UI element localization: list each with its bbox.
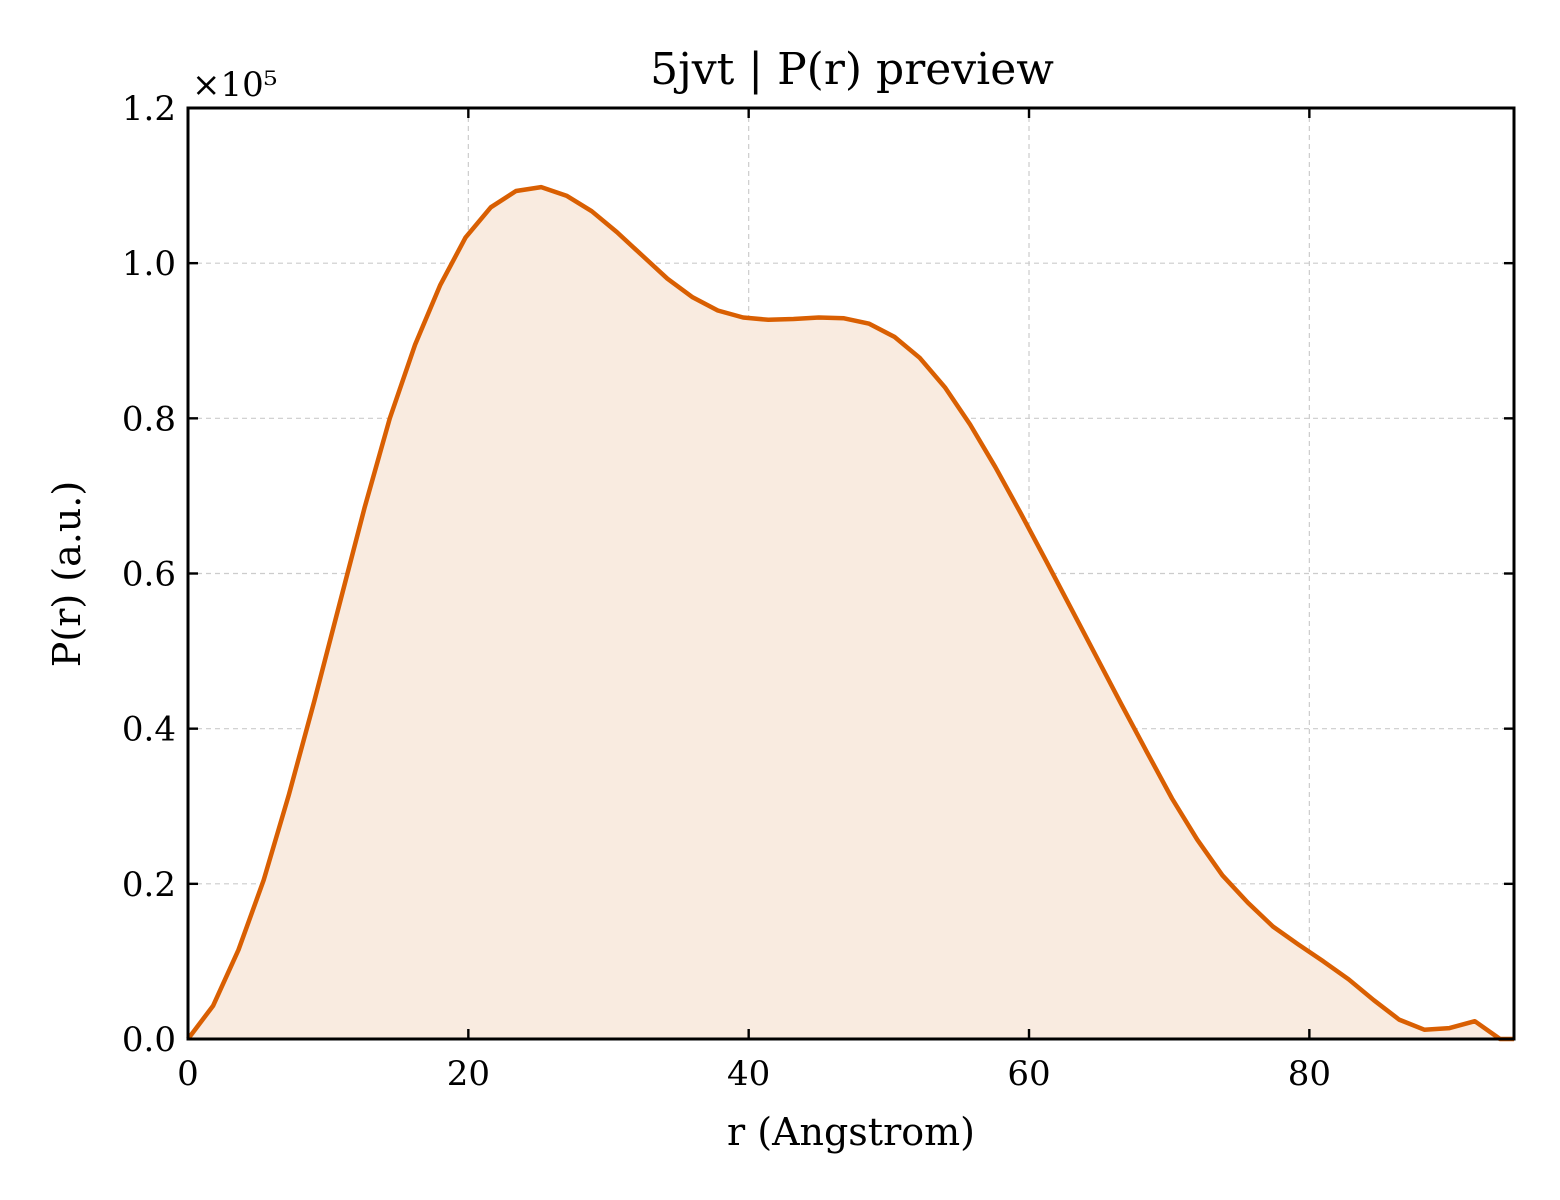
x-axis-label: r (Angstrom): [727, 1110, 975, 1154]
y-tick-label: 0.4: [122, 710, 176, 750]
axis-ticks: 0 20 40 60 80 0.0 0.2 0.4 0.6 0.8 1.0 1.2: [122, 89, 1514, 1094]
pr-area-fill: [188, 187, 1514, 1040]
x-tick-label: 40: [727, 1054, 770, 1094]
y-tick-label: 0.0: [122, 1020, 176, 1060]
y-tick-label: 0.2: [122, 865, 176, 905]
x-tick-label: 0: [177, 1054, 199, 1094]
x-tick-label: 60: [1007, 1054, 1050, 1094]
plot-area: [186, 184, 1514, 1042]
y-tick-label: 0.6: [122, 555, 176, 595]
plot-frame: [186, 106, 1516, 1041]
y-axis-label: P(r) (a.u.): [45, 481, 89, 667]
pr-curve: [186, 184, 1514, 1042]
x-tick-label: 20: [447, 1054, 490, 1094]
y-tick-label: 0.8: [122, 399, 176, 439]
chart-title: 5jvt | P(r) preview: [650, 44, 1054, 95]
y-tick-label: 1.2: [122, 89, 176, 129]
x-tick-label: 80: [1288, 1054, 1331, 1094]
y-tick-label: 1.0: [122, 244, 176, 284]
y-multiplier: ×10⁵: [192, 65, 277, 105]
